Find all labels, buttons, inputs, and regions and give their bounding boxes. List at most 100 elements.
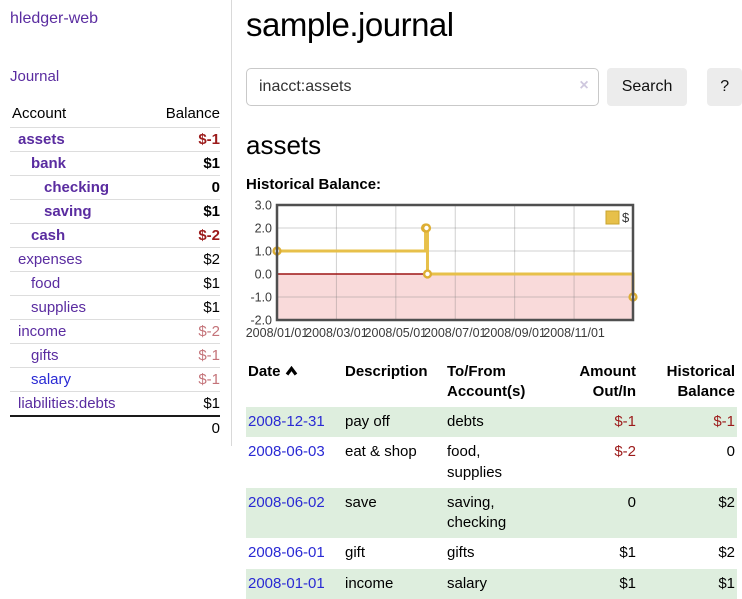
transaction-accounts: food, supplies xyxy=(447,443,503,481)
app-title-link[interactable]: hledger-web xyxy=(10,10,99,27)
accounts-table: Account Balance assets $-1 bank $1 checking 0… xyxy=(10,102,220,440)
account-balance: $-2 xyxy=(147,223,220,248)
transaction-balance: $2 xyxy=(638,487,737,539)
account-balance: $1 xyxy=(147,199,220,224)
y-tick-label: 0.0 xyxy=(255,268,272,282)
search-input[interactable] xyxy=(246,68,599,106)
column-header-amount[interactable]: Amount Out/In xyxy=(579,363,636,400)
column-header-tofrom[interactable]: To/From Account(s) xyxy=(447,363,526,400)
account-row: salary $-1 xyxy=(10,367,220,392)
transaction-description: save xyxy=(343,487,445,539)
account-balance: $1 xyxy=(147,295,220,320)
transaction-accounts: gifts xyxy=(447,544,475,562)
transaction-accounts: saving, checking xyxy=(445,487,543,539)
transaction-date-link[interactable]: 2008-06-03 xyxy=(248,443,325,461)
y-tick-label: -1.0 xyxy=(250,291,272,305)
transaction-balance: 0 xyxy=(726,443,735,461)
transaction-balance: $1 xyxy=(638,568,737,599)
account-link-supplies[interactable]: supplies xyxy=(31,299,87,316)
x-tick-label: 2008/03/01 xyxy=(305,326,368,340)
transaction-row: 2008-12-31 pay off debts $-1 $-1 xyxy=(246,407,737,438)
transactions-table: Date Description To/From Account(s) Amount … xyxy=(246,360,737,599)
accounts-total-value: 0 xyxy=(147,415,220,440)
help-button[interactable]: ? xyxy=(707,68,742,106)
main-content: sample.journal × Search ? assets Histori… xyxy=(246,0,742,599)
transaction-amount: $1 xyxy=(543,568,638,599)
account-row: gifts $-1 xyxy=(10,343,220,368)
sort-asc-icon xyxy=(285,365,297,376)
account-row: supplies $1 xyxy=(10,295,220,320)
account-balance: $2 xyxy=(147,247,220,272)
transaction-amount: $-1 xyxy=(543,407,638,438)
account-balance: $-1 xyxy=(147,367,220,392)
chart-svg: $3.0 2.0 1.0 0.0 -1.0 -2.02008/01/012008/03/0… xyxy=(246,199,638,340)
account-balance: $1 xyxy=(147,271,220,296)
transaction-row: 2008-06-02 save saving, checking 0 $2 xyxy=(246,487,737,539)
account-balance: $1 xyxy=(147,391,220,416)
account-link-expenses[interactable]: expenses xyxy=(18,251,83,268)
transaction-description: eat & shop xyxy=(345,443,417,461)
account-row: checking 0 xyxy=(10,175,220,200)
sidebar: hledger-web Journal Account Balance asse… xyxy=(0,0,232,446)
page-title: sample.journal xyxy=(246,6,454,43)
account-link-income[interactable]: income xyxy=(18,323,67,340)
y-tick-label: 2.0 xyxy=(255,222,272,236)
transaction-date-link[interactable]: 2008-01-01 xyxy=(248,574,325,592)
search-box: × xyxy=(246,68,599,106)
transaction-accounts: debts xyxy=(445,407,543,438)
legend-label: $ xyxy=(622,210,630,225)
account-link-checking[interactable]: checking xyxy=(44,179,110,196)
account-link-assets[interactable]: assets xyxy=(18,131,65,148)
account-row: assets $-1 xyxy=(10,127,220,152)
column-header-date[interactable]: Date xyxy=(246,360,343,407)
accounts-total-row: 0 xyxy=(10,415,220,440)
transaction-balance: $-1 xyxy=(638,407,737,438)
account-link-gifts[interactable]: gifts xyxy=(31,347,59,364)
y-tick-label: 3.0 xyxy=(255,199,272,213)
transaction-amount: 0 xyxy=(543,487,638,539)
clear-search-icon[interactable]: × xyxy=(579,77,589,94)
transaction-accounts: salary xyxy=(445,568,543,599)
account-link-food[interactable]: food xyxy=(31,275,61,292)
search-button[interactable]: Search xyxy=(606,68,688,106)
transaction-row: 2008-01-01 income salary $1 $1 xyxy=(246,568,737,599)
account-balance: $-1 xyxy=(147,127,220,152)
transaction-description: income xyxy=(343,568,445,599)
transaction-balance: $2 xyxy=(718,544,735,562)
search-form: × Search ? xyxy=(246,68,742,106)
column-header-historical[interactable]: Historical Balance xyxy=(666,363,735,400)
y-tick-label: -2.0 xyxy=(250,314,272,328)
account-balance: $1 xyxy=(147,151,220,176)
account-link-liabilities-debts[interactable]: liabilities:debts xyxy=(18,395,116,412)
accounts-header-account: Account xyxy=(12,105,67,122)
column-header-description[interactable]: Description xyxy=(345,363,428,380)
account-link-cash[interactable]: cash xyxy=(31,227,66,244)
accounts-header-balance: Balance xyxy=(165,105,220,122)
transaction-amount: $-2 xyxy=(614,443,636,461)
y-tick-label: 1.0 xyxy=(255,245,272,259)
section-title: assets xyxy=(246,130,322,160)
transaction-row: 2008-06-01 gift gifts $1 $2 xyxy=(246,538,737,568)
transaction-row: 2008-06-03 eat & shop food, supplies $-2 0 xyxy=(246,437,737,488)
transaction-date-link[interactable]: 2008-06-02 xyxy=(248,493,325,511)
account-row: liabilities:debts $1 xyxy=(10,391,220,416)
transaction-date-link[interactable]: 2008-12-31 xyxy=(248,413,325,430)
account-row: expenses $2 xyxy=(10,247,220,272)
account-row: saving $1 xyxy=(10,199,220,224)
account-row: income $-2 xyxy=(10,319,220,344)
transaction-date-link[interactable]: 2008-06-01 xyxy=(248,544,325,562)
account-balance: 0 xyxy=(147,175,220,200)
account-row: food $1 xyxy=(10,271,220,296)
journal-link[interactable]: Journal xyxy=(10,68,60,85)
transaction-description: gift xyxy=(345,544,366,562)
account-link-saving[interactable]: saving xyxy=(44,203,92,220)
account-link-salary[interactable]: salary xyxy=(31,371,72,388)
account-balance: $-1 xyxy=(147,343,220,368)
account-balance: $-2 xyxy=(147,319,220,344)
account-link-bank[interactable]: bank xyxy=(31,155,67,172)
x-tick-label: 2008/05/01 xyxy=(365,326,428,340)
x-tick-label: 2008/07/01 xyxy=(424,326,487,340)
transaction-amount: $1 xyxy=(619,544,636,562)
x-tick-label: 2008/11/01 xyxy=(543,326,605,340)
account-row: bank $1 xyxy=(10,151,220,176)
